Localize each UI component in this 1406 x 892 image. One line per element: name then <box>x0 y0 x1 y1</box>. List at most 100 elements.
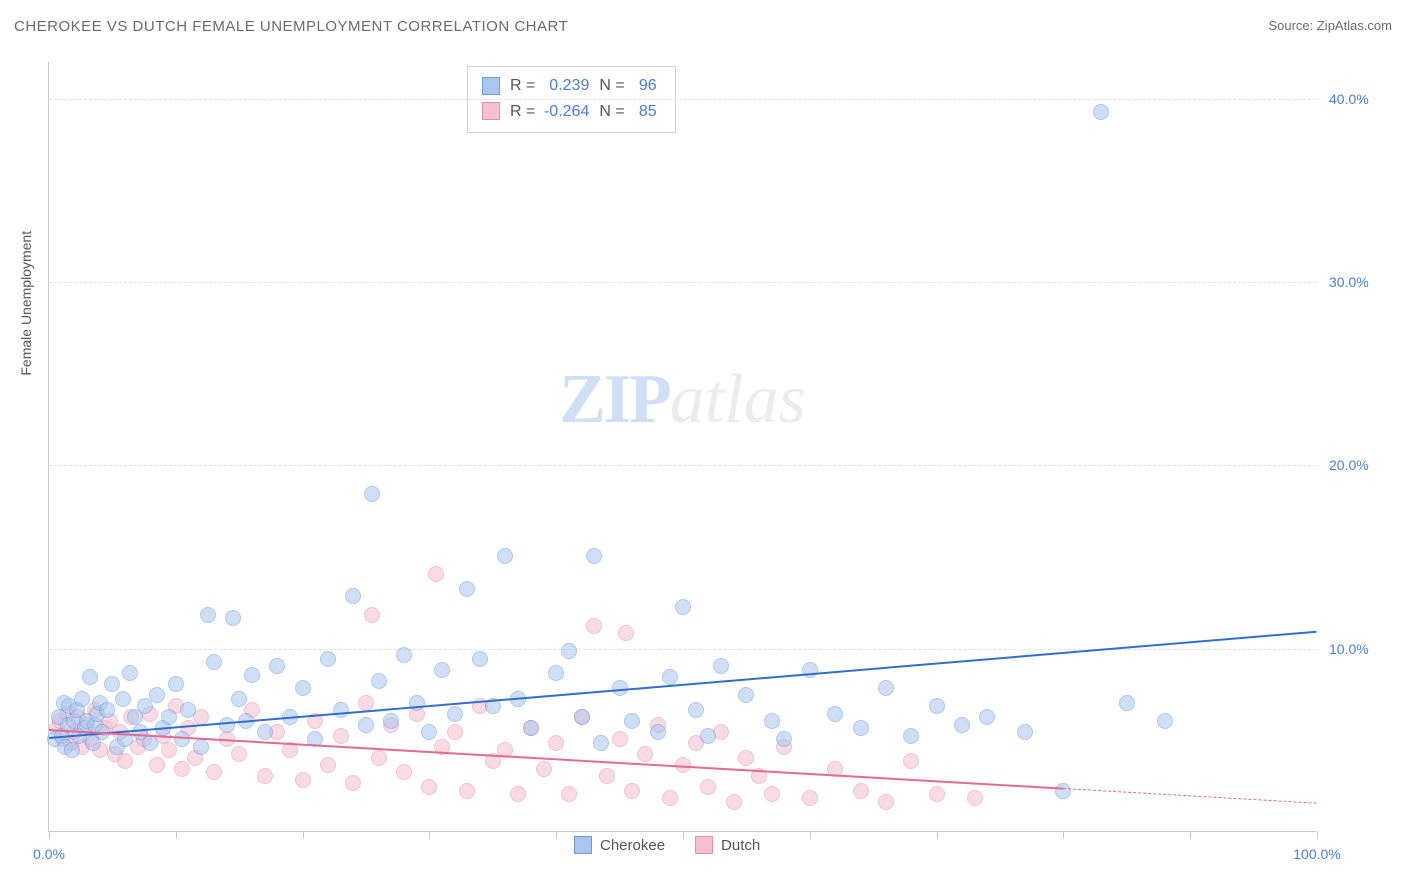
chart-container: CHEROKEE VS DUTCH FEMALE UNEMPLOYMENT CO… <box>0 0 1406 892</box>
r-value-cherokee: 0.239 <box>541 73 589 99</box>
bottom-legend: Cherokee Dutch <box>574 836 760 854</box>
r-value-dutch: -0.264 <box>541 99 589 125</box>
point-dutch <box>371 750 387 766</box>
point-cherokee <box>700 728 716 744</box>
point-dutch <box>637 746 653 762</box>
point-cherokee <box>161 709 177 725</box>
r-label-dutch: R = <box>510 99 535 125</box>
y-axis-title: Female Unemployment <box>18 231 34 376</box>
point-dutch <box>257 768 273 784</box>
point-cherokee <box>878 680 894 696</box>
stats-row-dutch: R = -0.264 N = 85 <box>482 99 657 125</box>
point-cherokee <box>1017 724 1033 740</box>
point-cherokee <box>548 665 564 681</box>
point-dutch <box>662 790 678 806</box>
point-cherokee <box>1119 695 1135 711</box>
point-cherokee <box>574 709 590 725</box>
point-cherokee <box>219 717 235 733</box>
point-cherokee <box>1157 713 1173 729</box>
point-dutch <box>561 786 577 802</box>
point-cherokee <box>459 581 475 597</box>
point-cherokee <box>853 720 869 736</box>
point-cherokee <box>497 548 513 564</box>
y-tick-label: 30.0% <box>1329 274 1369 290</box>
trendline-cherokee <box>49 630 1317 738</box>
point-cherokee <box>295 680 311 696</box>
y-tick-label: 40.0% <box>1329 91 1369 107</box>
point-cherokee <box>142 735 158 751</box>
point-cherokee <box>523 720 539 736</box>
point-cherokee <box>364 486 380 502</box>
point-cherokee <box>421 724 437 740</box>
x-tick <box>303 831 304 839</box>
point-dutch <box>929 786 945 802</box>
swatch-dutch-bottom <box>695 836 713 854</box>
point-dutch <box>358 695 374 711</box>
point-dutch <box>459 783 475 799</box>
point-cherokee <box>200 607 216 623</box>
source-name: ZipAtlas.com <box>1317 18 1392 33</box>
x-tick <box>556 831 557 839</box>
legend-item-cherokee: Cherokee <box>574 836 665 854</box>
watermark-zip: ZIP <box>559 361 670 438</box>
x-tick <box>1063 831 1064 839</box>
point-dutch <box>738 750 754 766</box>
point-dutch <box>174 761 190 777</box>
point-cherokee <box>371 673 387 689</box>
n-value-dutch: 85 <box>631 99 657 125</box>
swatch-cherokee-bottom <box>574 836 592 854</box>
point-dutch <box>878 794 894 810</box>
point-cherokee <box>593 735 609 751</box>
x-tick <box>49 831 50 839</box>
x-tick <box>176 831 177 839</box>
point-cherokee <box>396 647 412 663</box>
point-cherokee <box>104 676 120 692</box>
point-cherokee <box>650 724 666 740</box>
point-cherokee <box>64 742 80 758</box>
y-tick-label: 20.0% <box>1329 457 1369 473</box>
trendline-dutch-ext <box>1063 788 1317 804</box>
legend-label-cherokee: Cherokee <box>600 837 665 854</box>
point-cherokee <box>662 669 678 685</box>
point-cherokee <box>675 599 691 615</box>
point-cherokee <box>688 702 704 718</box>
point-dutch <box>586 618 602 634</box>
point-cherokee <box>383 713 399 729</box>
point-cherokee <box>764 713 780 729</box>
point-dutch <box>117 753 133 769</box>
point-dutch <box>320 757 336 773</box>
point-dutch <box>967 790 983 806</box>
point-cherokee <box>345 588 361 604</box>
point-dutch <box>206 764 222 780</box>
swatch-dutch <box>482 102 500 120</box>
point-cherokee <box>269 658 285 674</box>
x-tick <box>810 831 811 839</box>
swatch-cherokee <box>482 77 500 95</box>
point-dutch <box>700 779 716 795</box>
legend-label-dutch: Dutch <box>721 837 760 854</box>
point-cherokee <box>929 698 945 714</box>
point-dutch <box>510 786 526 802</box>
r-label-cherokee: R = <box>510 73 535 99</box>
point-cherokee <box>738 687 754 703</box>
gridline <box>49 99 1316 100</box>
point-dutch <box>396 764 412 780</box>
point-dutch <box>231 746 247 762</box>
n-label-dutch: N = <box>599 99 624 125</box>
point-dutch <box>548 735 564 751</box>
point-cherokee <box>320 651 336 667</box>
x-tick-label: 100.0% <box>1293 846 1340 862</box>
point-cherokee <box>776 731 792 747</box>
gridline <box>49 282 1316 283</box>
point-dutch <box>447 724 463 740</box>
point-cherokee <box>434 662 450 678</box>
source-prefix: Source: <box>1268 18 1316 33</box>
point-cherokee <box>149 687 165 703</box>
point-dutch <box>853 783 869 799</box>
point-dutch <box>764 786 780 802</box>
point-cherokee <box>231 691 247 707</box>
gridline <box>49 649 1316 650</box>
point-dutch <box>333 728 349 744</box>
point-dutch <box>612 731 628 747</box>
point-dutch <box>903 753 919 769</box>
